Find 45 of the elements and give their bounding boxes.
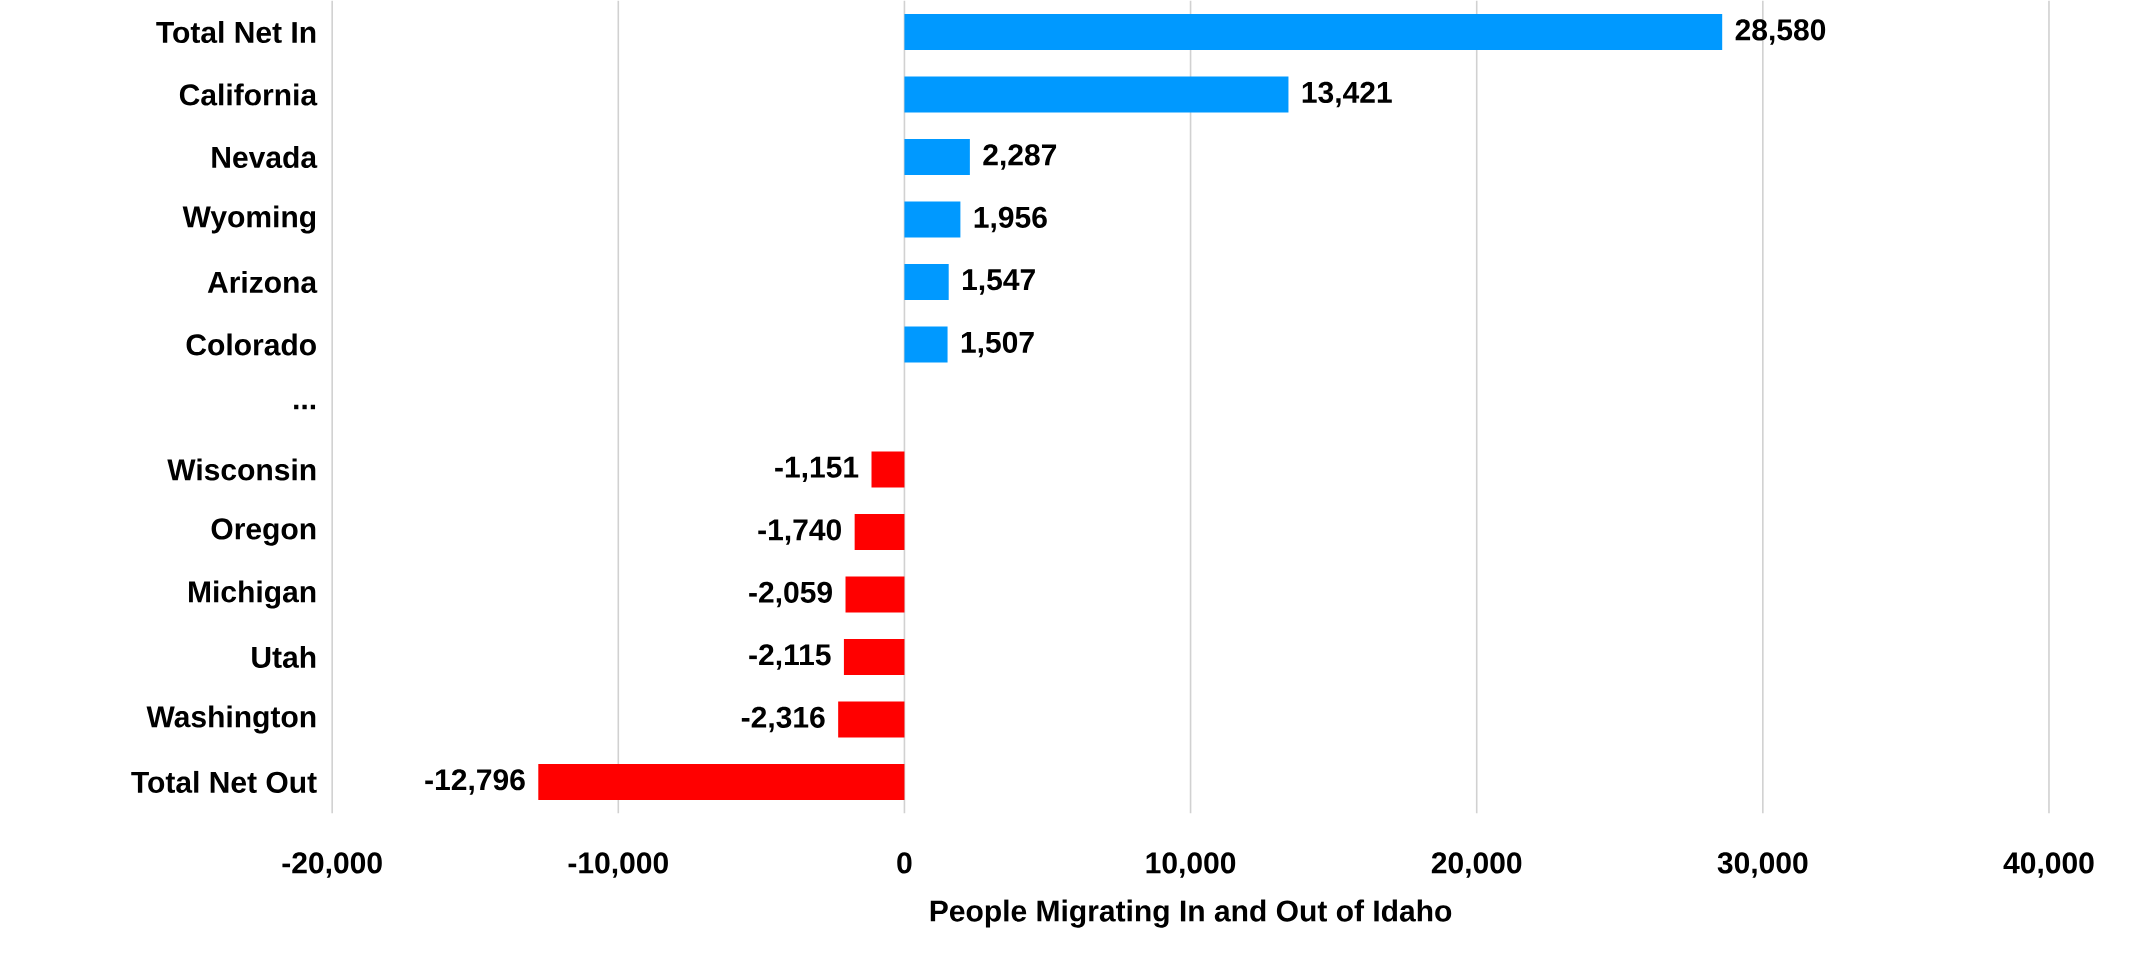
bar xyxy=(904,13,1723,50)
data-label: 1,547 xyxy=(962,269,1035,295)
bar xyxy=(904,76,1289,113)
bar xyxy=(845,576,905,613)
data-label: 13,421 xyxy=(1302,81,1392,108)
x-tick-label: -20,000 xyxy=(282,852,382,878)
bar xyxy=(904,263,949,300)
x-tick-label: 40,000 xyxy=(2003,852,2094,878)
data-label: 28,580 xyxy=(1735,19,1826,45)
data-label: 2,287 xyxy=(983,144,1057,170)
y-tick-label: Utah xyxy=(252,645,316,668)
data-label: -12,796 xyxy=(425,769,525,795)
y-tick-label: Wyoming xyxy=(182,205,316,234)
x-tick-label: 20,000 xyxy=(1431,852,1522,878)
x-tick-label: 0 xyxy=(897,852,912,874)
data-label: -1,740 xyxy=(758,519,841,545)
x-axis-title: People Migrating In and Out of Idaho xyxy=(930,899,1452,928)
y-tick-label: Arizona xyxy=(207,270,318,293)
data-label: -2,115 xyxy=(749,644,831,670)
bar xyxy=(538,763,905,800)
bar xyxy=(854,513,905,550)
y-tick-label: Colorado xyxy=(186,333,316,356)
bar xyxy=(871,451,905,488)
data-label: -2,059 xyxy=(749,581,832,608)
y-tick-label: Total Net Out xyxy=(131,770,317,793)
y-tick-label: California xyxy=(179,83,318,106)
bar xyxy=(904,201,961,238)
y-tick-label: Total Net In xyxy=(156,20,316,43)
y-tick-label: Michigan xyxy=(189,580,316,609)
x-tick-label: -10,000 xyxy=(568,852,668,878)
x-tick-label: 10,000 xyxy=(1146,852,1236,878)
y-tick-label: Washington xyxy=(146,705,316,734)
y-tick-label: Nevada xyxy=(212,145,318,168)
bar xyxy=(838,701,905,738)
y-tick-label: Oregon xyxy=(211,518,316,546)
data-label: 1,507 xyxy=(961,331,1034,358)
bar xyxy=(843,638,905,675)
bar xyxy=(904,326,948,363)
data-label: -1,151 xyxy=(775,456,859,483)
x-tick-label: 30,000 xyxy=(1717,852,1808,878)
y-tick-label: Wisconsin xyxy=(167,458,316,481)
bar xyxy=(904,138,970,175)
data-label: 1,956 xyxy=(974,206,1047,233)
data-label: -2,316 xyxy=(741,706,825,733)
y-tick-label: ... xyxy=(294,404,316,410)
